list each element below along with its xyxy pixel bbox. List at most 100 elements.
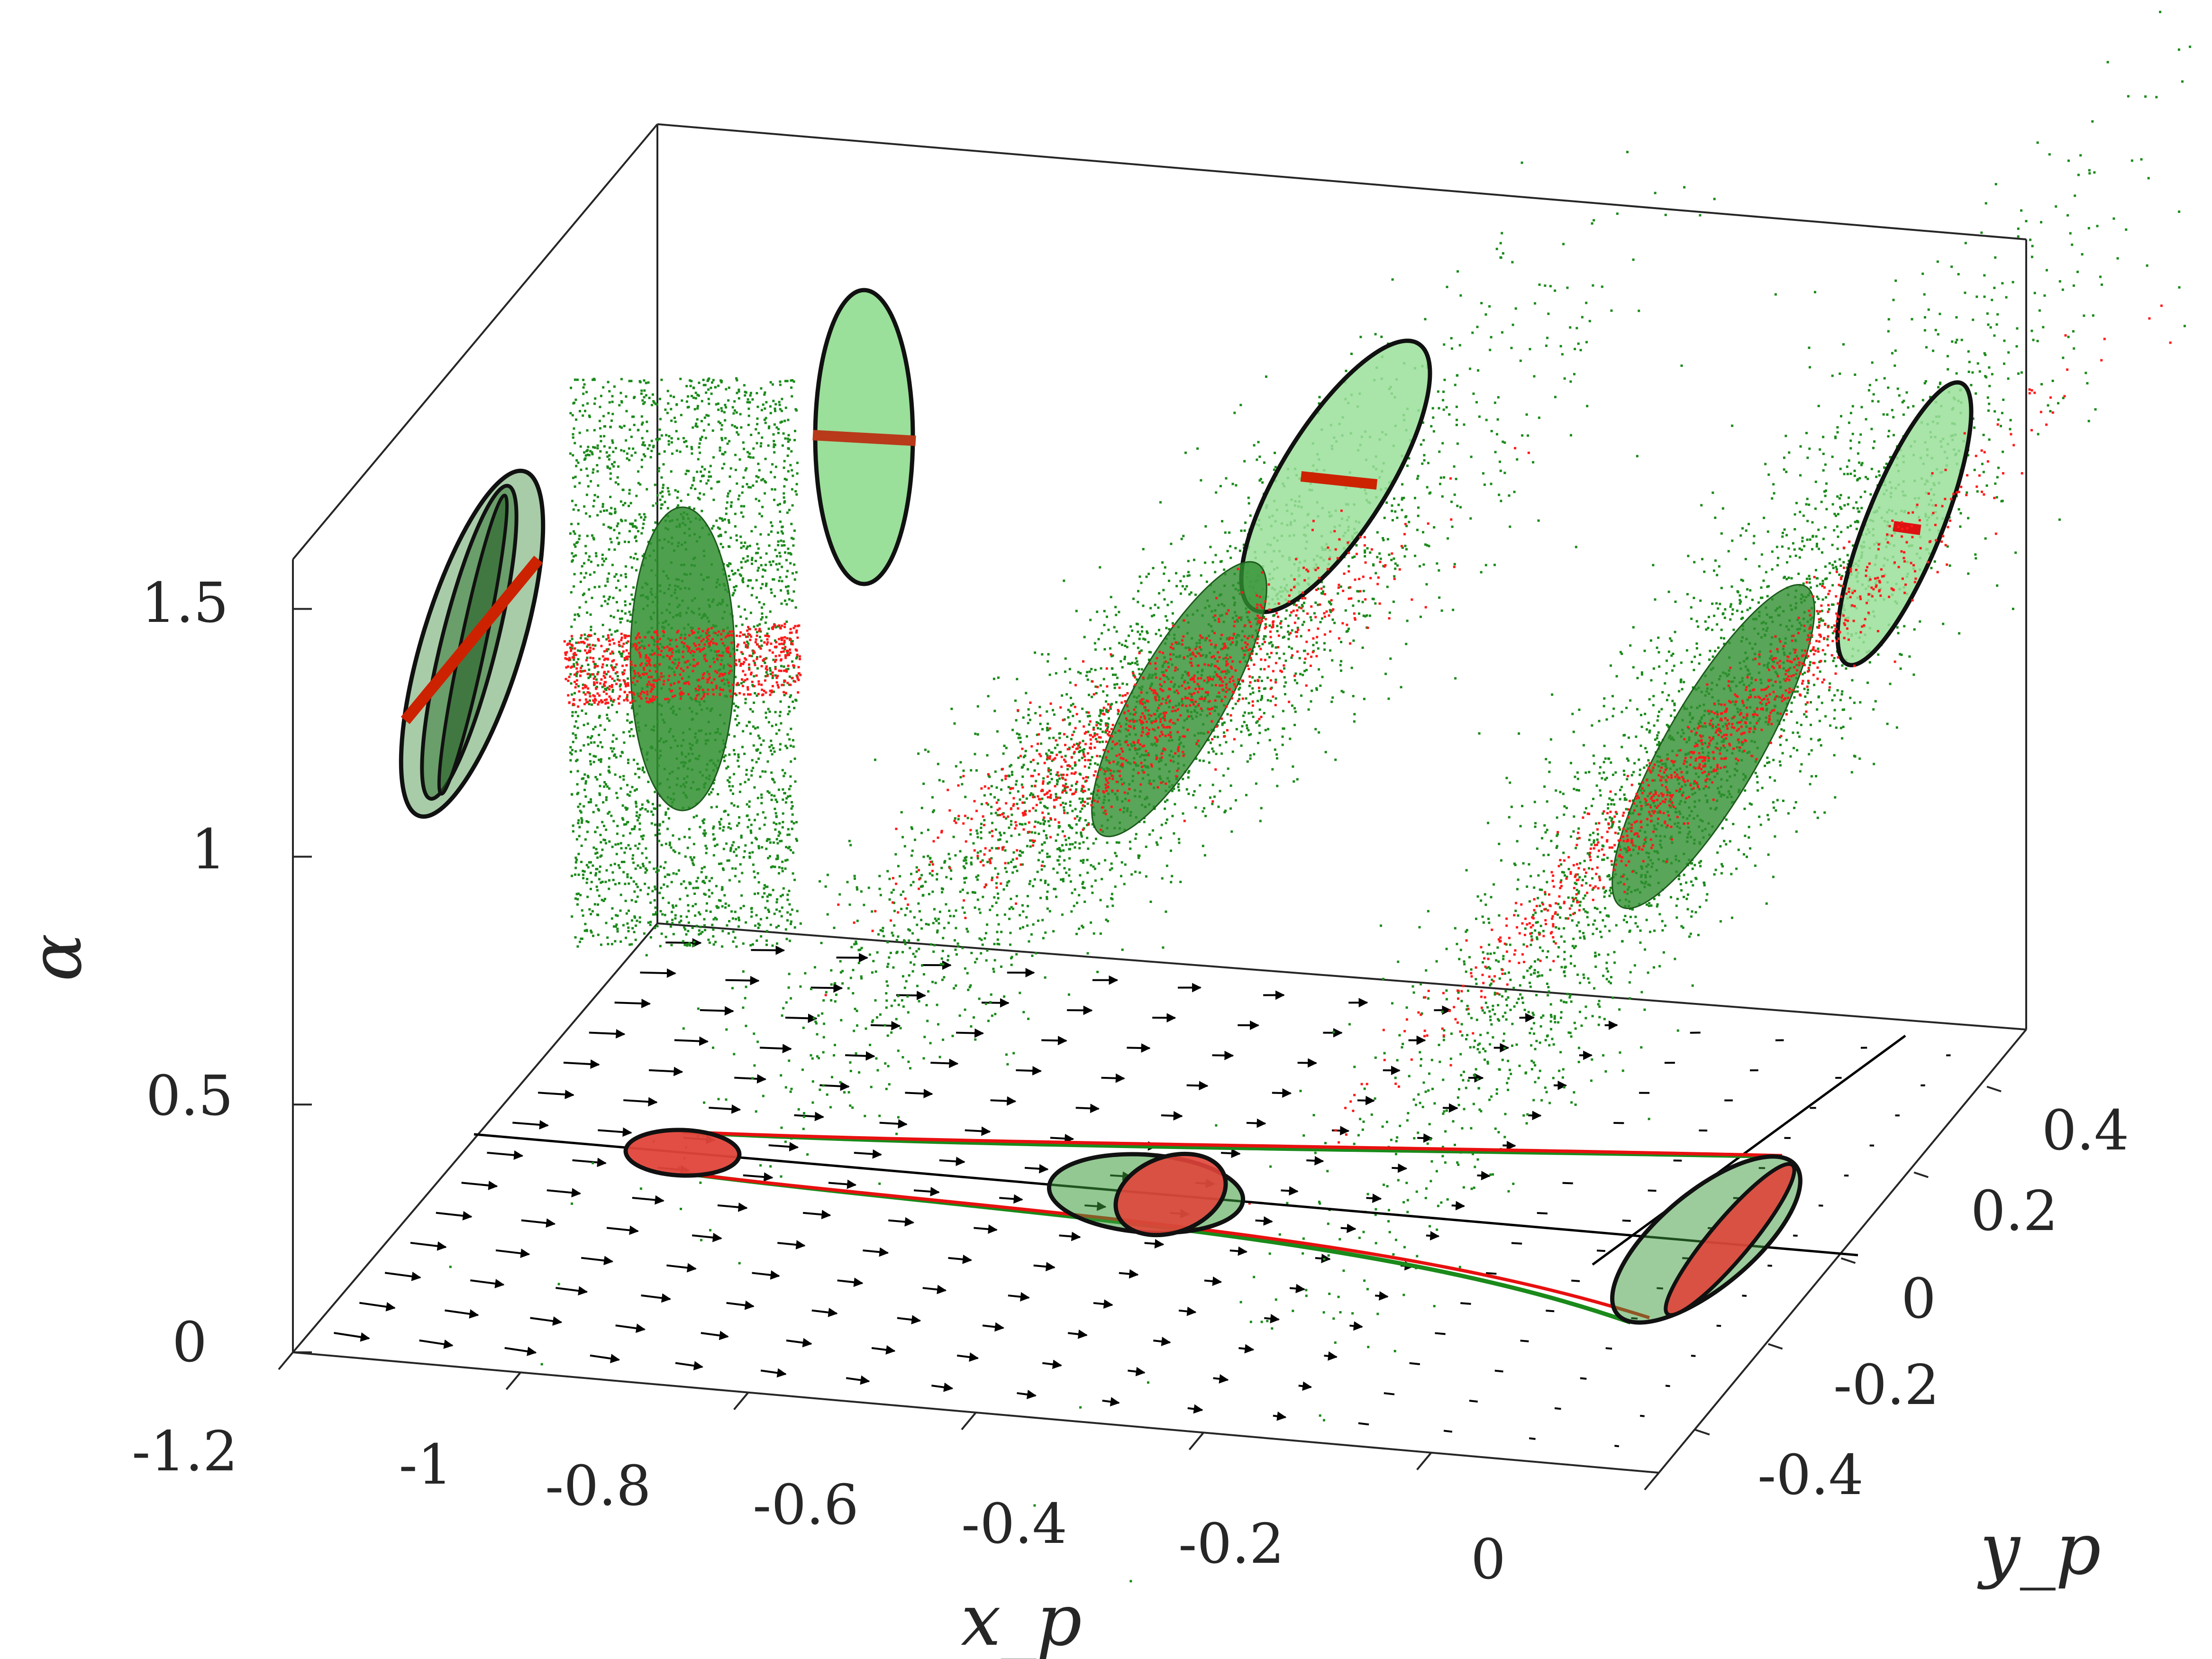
green-sample-point bbox=[793, 757, 796, 760]
green-sample-point bbox=[856, 1024, 858, 1027]
green-sample-point bbox=[1263, 712, 1265, 714]
green-sample-point bbox=[611, 412, 614, 415]
green-sample-point bbox=[983, 937, 986, 940]
green-sample-point bbox=[1058, 855, 1061, 858]
green-sample-point bbox=[629, 613, 632, 616]
green-sample-point bbox=[1253, 444, 1256, 447]
vector-field-arrow bbox=[1008, 1292, 1030, 1302]
green-sample-point bbox=[675, 403, 678, 406]
green-sample-point bbox=[1105, 710, 1108, 713]
green-sample-point bbox=[1213, 795, 1216, 798]
green-sample-point bbox=[881, 930, 884, 932]
green-sample-point bbox=[1297, 617, 1300, 620]
green-sample-point bbox=[702, 832, 705, 835]
green-sample-point bbox=[1000, 788, 1002, 791]
green-sample-point bbox=[709, 1229, 711, 1231]
green-sample-point bbox=[761, 583, 764, 585]
green-sample-point bbox=[1379, 557, 1382, 560]
green-sample-point bbox=[785, 1001, 788, 1004]
green-sample-point bbox=[588, 454, 591, 456]
green-sample-point bbox=[659, 418, 662, 420]
green-sample-point bbox=[899, 875, 901, 878]
green-sample-point bbox=[1234, 547, 1237, 549]
green-sample-point bbox=[787, 447, 790, 450]
green-sample-point bbox=[1087, 730, 1090, 733]
green-sample-point bbox=[746, 814, 749, 817]
green-sample-point bbox=[771, 725, 774, 728]
green-sample-point bbox=[964, 795, 967, 798]
green-sample-point bbox=[589, 753, 592, 756]
green-sample-point bbox=[779, 520, 782, 523]
green-sample-point bbox=[702, 429, 705, 432]
green-sample-point bbox=[630, 943, 633, 946]
green-sample-point bbox=[787, 986, 790, 989]
green-sample-point bbox=[1086, 802, 1089, 805]
green-sample-point bbox=[710, 877, 713, 880]
green-sample-point bbox=[1368, 614, 1371, 617]
green-sample-point bbox=[1164, 800, 1166, 803]
green-sample-point bbox=[826, 874, 829, 876]
green-sample-point bbox=[766, 930, 768, 932]
green-sample-point bbox=[791, 908, 793, 911]
green-sample-point bbox=[937, 763, 939, 766]
green-sample-point bbox=[619, 893, 622, 896]
green-sample-point bbox=[718, 820, 721, 823]
green-sample-point bbox=[996, 814, 999, 817]
green-sample-point bbox=[630, 436, 633, 438]
green-sample-point bbox=[1171, 790, 1174, 793]
green-sample-point bbox=[631, 927, 634, 930]
green-sample-point bbox=[692, 476, 695, 479]
green-sample-point bbox=[744, 702, 747, 704]
green-sample-point bbox=[879, 893, 882, 896]
green-sample-point bbox=[773, 821, 775, 824]
green-sample-point bbox=[569, 746, 572, 748]
green-sample-point bbox=[574, 737, 577, 739]
green-sample-point bbox=[592, 934, 594, 937]
vector-field-arrow bbox=[1580, 1377, 1587, 1380]
green-sample-point bbox=[1342, 691, 1345, 693]
green-sample-point bbox=[737, 433, 740, 436]
green-sample-point bbox=[1115, 841, 1118, 844]
green-sample-point bbox=[610, 507, 613, 510]
green-sample-point bbox=[1592, 284, 1594, 287]
green-sample-point bbox=[694, 488, 697, 490]
green-sample-point bbox=[589, 450, 592, 453]
green-sample-point bbox=[598, 894, 601, 897]
green-sample-point bbox=[1364, 555, 1366, 558]
green-sample-point bbox=[737, 397, 740, 400]
green-sample-point bbox=[710, 386, 712, 389]
green-sample-point bbox=[729, 563, 732, 565]
green-sample-point bbox=[1235, 484, 1238, 487]
green-sample-point bbox=[601, 503, 604, 506]
green-sample-point bbox=[776, 568, 779, 571]
green-sample-point bbox=[970, 863, 973, 866]
green-sample-point bbox=[992, 677, 995, 680]
green-sample-point bbox=[608, 548, 610, 551]
green-sample-point bbox=[610, 864, 612, 866]
green-sample-point bbox=[760, 743, 763, 746]
green-sample-point bbox=[1044, 806, 1047, 809]
green-sample-point bbox=[773, 451, 776, 454]
green-sample-point bbox=[989, 1001, 992, 1003]
green-sample-point bbox=[696, 425, 699, 428]
green-sample-point bbox=[1056, 783, 1058, 785]
green-sample-point bbox=[859, 948, 862, 951]
green-sample-point bbox=[1106, 905, 1109, 908]
green-sample-point bbox=[687, 930, 690, 932]
green-sample-point bbox=[728, 475, 731, 478]
green-sample-point bbox=[608, 595, 611, 598]
green-sample-point bbox=[1404, 545, 1407, 547]
green-sample-point bbox=[682, 437, 685, 439]
green-sample-point bbox=[640, 516, 643, 519]
green-sample-point bbox=[1442, 391, 1445, 393]
green-sample-point bbox=[617, 522, 619, 525]
green-sample-point bbox=[712, 499, 715, 501]
green-sample-point bbox=[1039, 896, 1042, 899]
green-sample-point bbox=[643, 401, 646, 404]
green-sample-point bbox=[860, 975, 863, 978]
green-sample-point bbox=[602, 523, 605, 526]
green-sample-point bbox=[1073, 730, 1075, 733]
green-sample-point bbox=[774, 476, 776, 479]
green-sample-point bbox=[773, 690, 775, 693]
green-sample-point bbox=[756, 726, 759, 729]
